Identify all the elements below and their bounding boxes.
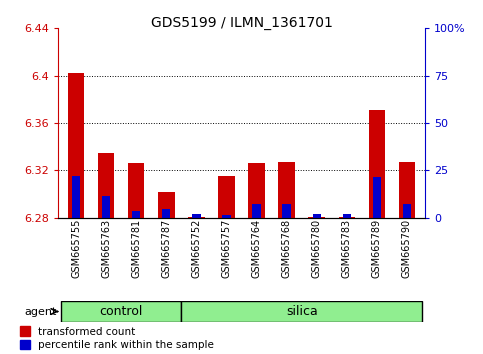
Text: silica: silica — [286, 305, 317, 318]
Bar — [72, 176, 80, 218]
Bar — [309, 217, 325, 218]
Text: agent: agent — [24, 307, 57, 316]
Bar — [158, 192, 174, 218]
Bar — [342, 213, 351, 218]
Bar — [252, 204, 261, 218]
Bar — [98, 153, 114, 218]
Bar — [398, 162, 415, 218]
Text: control: control — [99, 305, 143, 318]
Bar — [188, 217, 205, 218]
Bar — [128, 163, 144, 218]
Bar — [218, 176, 235, 218]
Bar — [222, 215, 231, 218]
Bar — [61, 301, 181, 322]
Bar — [339, 217, 355, 218]
Bar — [403, 204, 411, 218]
Bar — [181, 301, 422, 322]
Bar — [373, 177, 381, 218]
Legend: transformed count, percentile rank within the sample: transformed count, percentile rank withi… — [20, 326, 214, 350]
Bar — [369, 110, 385, 218]
Bar — [132, 211, 141, 218]
Bar — [102, 196, 110, 218]
Bar — [283, 204, 291, 218]
Bar — [313, 213, 321, 218]
Bar — [162, 210, 170, 218]
Bar — [278, 162, 295, 218]
Bar — [68, 73, 85, 218]
Text: GDS5199 / ILMN_1361701: GDS5199 / ILMN_1361701 — [151, 16, 332, 30]
Bar — [248, 163, 265, 218]
Bar — [192, 213, 200, 218]
